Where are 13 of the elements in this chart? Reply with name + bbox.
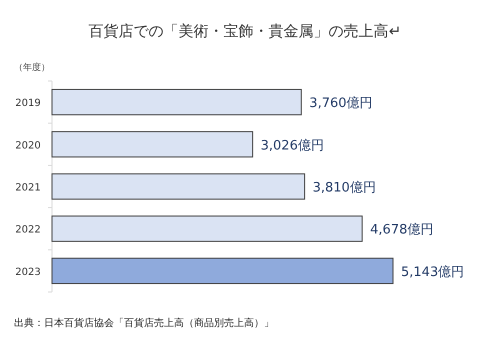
- y-tick-label: 2021: [15, 182, 41, 194]
- data-label: 4,678億円: [370, 222, 434, 238]
- title: 百貨店での「美術・宝飾・貴金属」の売上高↵: [88, 22, 402, 40]
- ylabel: （年度）: [14, 63, 50, 73]
- data-label: 3,760億円: [309, 96, 373, 112]
- y-tick-label: 2019: [15, 98, 41, 110]
- data-label: 3,026億円: [260, 138, 324, 154]
- annotation: 出典：日本百貨店協会「百貨店売上高（商品別売上高）」: [14, 318, 274, 329]
- y-tick-label: 2022: [15, 224, 41, 236]
- y-tick-label: 2023: [15, 266, 41, 278]
- data-label: 5,143億円: [401, 264, 464, 280]
- data-label: 3,810億円: [312, 180, 376, 196]
- y-tick-label: 2020: [15, 140, 41, 152]
